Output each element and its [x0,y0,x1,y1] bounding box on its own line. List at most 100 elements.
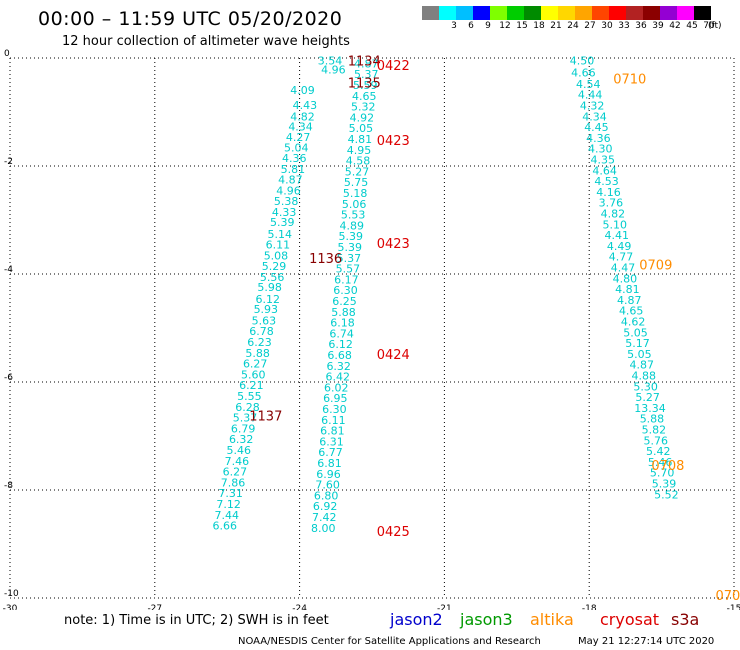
data-point-label: 5.39 [339,230,364,243]
legend-label: 3 [451,21,457,31]
x-tick-label: -30 [3,604,18,610]
data-point-label: 4.65 [619,305,644,318]
data-point-label: 4.34 [582,110,607,123]
data-point-label: 5.57 [336,263,361,276]
data-point-label: 7.12 [216,498,241,511]
legend-swatch [575,6,592,20]
data-point-label: 4.65 [352,90,377,103]
data-point-label: 5.27 [635,391,660,404]
data-point-label: 4.44 [578,89,603,102]
legend-swatch [439,6,456,20]
data-point-label: 4.36 [282,152,307,165]
data-point-label: 6.95 [323,392,348,405]
time-label: 1137 [249,409,282,424]
data-point-label: 5.37 [354,68,379,81]
data-point-label: 5.55 [237,390,262,403]
data-point-label: 4.58 [346,155,371,168]
page-subtitle: 12 hour collection of altimeter wave hei… [62,34,350,49]
data-point-label: 6.74 [329,327,354,340]
legend-swatch [660,6,677,20]
time-label: 0424 [377,348,410,363]
data-point-label: 5.37 [337,252,362,265]
data-point-label: 6.78 [249,325,274,338]
data-point-label: 5.70 [650,467,675,480]
data-point-label: 5.88 [331,306,356,319]
data-point-label: 6.96 [316,468,341,481]
data-point-label: 5.17 [625,337,650,350]
data-point-label: 5.39 [338,241,363,254]
legend-swatch [456,6,473,20]
data-point-label: 5.82 [642,424,667,437]
data-point-label: 6.31 [319,435,344,448]
y-tick-label: -6 [4,373,13,383]
x-tick-label: -15 [727,604,740,610]
legend-label: 15 [516,21,528,31]
data-point-label: 4.30 [588,143,613,156]
legend-swatch [473,6,490,20]
data-point-label: 4.64 [592,164,617,177]
satellite-legend-cryosat: cryosat [600,610,660,629]
time-label: 0423 [377,134,410,149]
data-point-label: 5.14 [268,228,293,241]
data-point-label: 6.30 [333,284,358,297]
data-point-label: 4.96 [321,63,346,76]
data-point-label: 6.17 [334,273,359,286]
data-point-label: 3.76 [599,197,624,210]
data-point-label: 5.88 [640,413,665,426]
data-point-label: 4.77 [609,251,634,264]
data-point-label: 5.63 [252,314,277,327]
data-point-label: 6.11 [321,414,346,427]
legend-swatch [524,6,541,20]
wave-height-chart: -30 -27 -24 -21 -18 -150-2-4-6-8-104.094.434.… [3,49,740,610]
data-point-label: 4.89 [339,219,364,232]
data-point-label: 5.59 [353,79,378,92]
data-point-label: 4.50 [570,55,595,68]
time-label: 0423 [377,237,410,252]
legend-swatch [609,6,626,20]
data-point-label: 5.76 [644,434,669,447]
legend-label: 24 [567,21,579,31]
data-point-label: 6.32 [229,433,254,446]
data-point-label: 6.12 [328,338,353,351]
data-point-label: 5.81 [281,163,306,176]
data-point-label: 4.81 [615,283,640,296]
data-point-label: 5.56 [260,271,285,284]
legend-label: 21 [550,21,562,31]
legend-label: 30 [601,21,613,31]
legend-swatch [558,6,575,20]
time-label: 1135 [348,76,381,91]
legend-label: 12 [499,21,511,31]
data-point-label: 6.25 [332,295,357,308]
data-point-label: 5.05 [623,326,648,339]
legend-swatch [541,6,558,20]
satellite-legend-altika: altika [530,610,574,629]
data-point-label: 4.82 [290,110,315,123]
data-point-label: 5.10 [603,218,628,231]
legend-swatch [643,6,660,20]
data-point-label: 4.87 [278,174,303,187]
legend-swatch [626,6,643,20]
footer-credit: NOAA/NESDIS Center for Satellite Applica… [238,636,541,647]
data-point-label: 5.93 [254,303,279,316]
time-label: 0425 [377,525,410,540]
data-point-label: 4.09 [290,84,315,97]
data-point-label: 4.43 [293,99,318,112]
data-point-label: 8.00 [311,522,336,535]
data-point-label: 6.81 [320,425,345,438]
data-point-label: 6.18 [330,317,355,330]
legend-label: 42 [669,21,681,31]
data-point-label: 4.96 [276,184,301,197]
data-point-label: 6.21 [239,379,264,392]
data-point-label: 4.54 [576,78,601,91]
data-point-label: 5.98 [257,281,282,294]
x-tick-label: -27 [147,604,162,610]
data-point-label: 4.41 [604,229,629,242]
data-point-label: 5.05 [349,122,374,135]
legend-swatch [677,6,694,20]
data-point-label: 6.23 [247,336,272,349]
time-label: 0708 [651,459,684,474]
data-point-label: 5.39 [652,478,677,491]
data-point-label: 5.38 [274,195,299,208]
data-point-label: 6.79 [231,422,256,435]
data-point-label: 5.52 [654,488,679,501]
